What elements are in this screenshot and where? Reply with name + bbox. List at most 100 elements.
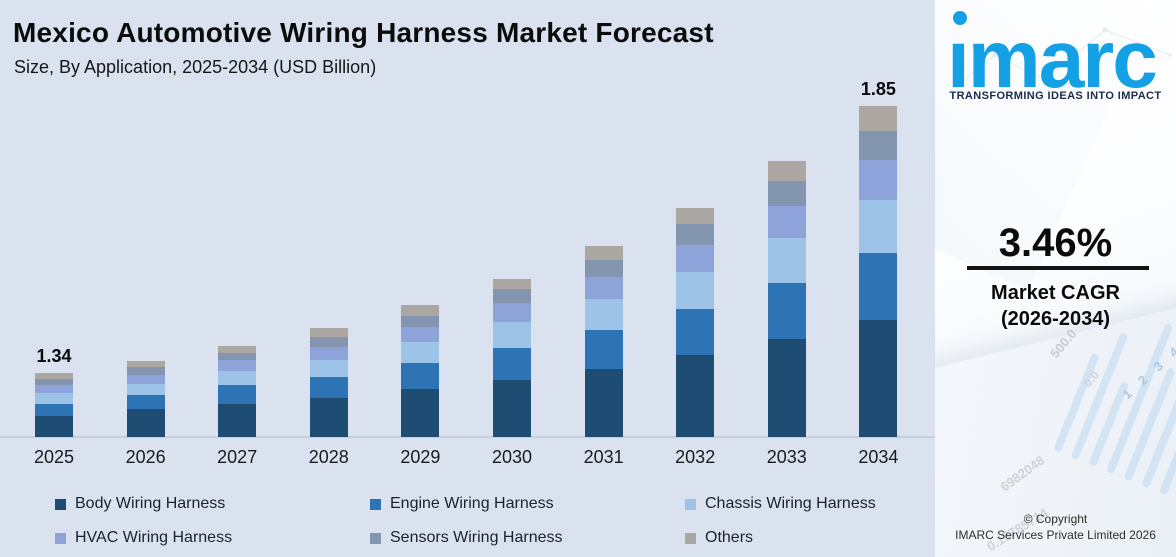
- legend-label: Body Wiring Harness: [75, 495, 226, 512]
- bar-segment-others: [493, 279, 531, 289]
- bar-segment-engine-wiring-harness: [35, 404, 73, 416]
- bar-segment-sensors-wiring-harness: [859, 131, 898, 160]
- bar-segment-chassis-wiring-harness: [126, 384, 165, 395]
- bar-segment-sensors-wiring-harness: [35, 379, 73, 385]
- bar-segment-body-wiring-harness: [218, 404, 257, 437]
- legend-swatch: [55, 498, 66, 510]
- imarc-logo: ımarc: [947, 14, 1158, 105]
- bar-segment-hvac-wiring-harness: [859, 160, 898, 200]
- bar-segment-chassis-wiring-harness: [218, 371, 257, 385]
- bar-segment-sensors-wiring-harness: [218, 353, 257, 360]
- plot-area: 1.34 1.85: [0, 79, 935, 438]
- value-label-2025: 1.34: [36, 346, 72, 366]
- cagr-label: Market CAGR: [991, 282, 1120, 304]
- x-axis-label-2027: 2027: [217, 447, 258, 467]
- legend-label: Chassis Wiring Harness: [705, 495, 876, 512]
- legend-swatch: [685, 498, 696, 510]
- bar-segment-sensors-wiring-harness: [676, 224, 715, 245]
- legend-label: Others: [705, 529, 754, 546]
- x-axis-labels: 2025 2026 2027 2028 2029 2030 2031 2032 2033 2034: [0, 447, 935, 473]
- bar-segment-others: [676, 208, 715, 224]
- bar-segment-engine-wiring-harness: [126, 395, 165, 409]
- page-subtitle: Size, By Application, 2025-2034 (USD Bil…: [14, 57, 377, 77]
- legend-swatch: [685, 532, 696, 544]
- x-axis-label-2032: 2032: [675, 447, 716, 467]
- stacked-bar-2027: [218, 346, 257, 437]
- bar-segment-body-wiring-harness: [859, 320, 898, 437]
- bar-segment-chassis-wiring-harness: [35, 393, 73, 404]
- bar-segment-others: [218, 346, 257, 353]
- legend-swatch: [370, 532, 381, 544]
- bar-segment-others: [309, 328, 348, 337]
- page-title: Mexico Automotive Wiring Harness Market …: [13, 17, 714, 48]
- bar-segment-chassis-wiring-harness: [309, 360, 348, 377]
- bar-segment-others: [767, 161, 806, 181]
- x-axis-label-2033: 2033: [766, 447, 807, 467]
- bar-segment-engine-wiring-harness: [493, 348, 531, 380]
- bar-segment-engine-wiring-harness: [859, 253, 898, 320]
- imarc-logo-dot-icon: [953, 11, 967, 25]
- bar-segment-engine-wiring-harness: [767, 283, 806, 339]
- cagr-period: (2026-2034): [1001, 308, 1110, 330]
- bar-segment-hvac-wiring-harness: [584, 277, 623, 299]
- bar-segment-sensors-wiring-harness: [493, 289, 531, 303]
- copyright-line-1: © Copyright: [1023, 512, 1088, 526]
- cagr-divider-line: [967, 266, 1149, 270]
- stacked-bar-2032: [676, 208, 715, 437]
- cagr-value: 3.46%: [998, 221, 1113, 265]
- stacked-bar-2031: [584, 246, 623, 437]
- bar-segment-hvac-wiring-harness: [676, 245, 715, 272]
- bar-segment-body-wiring-harness: [676, 355, 715, 437]
- bar-segment-chassis-wiring-harness: [401, 342, 440, 363]
- imarc-tagline: TRANSFORMING IDEAS INTO IMPACT: [949, 90, 1162, 102]
- bar-segment-body-wiring-harness: [126, 409, 165, 437]
- bar-segment-others: [35, 373, 73, 379]
- x-axis-label-2025: 2025: [33, 447, 75, 467]
- stacked-bar-2025: [35, 373, 73, 437]
- stacked-bar-2029: [401, 305, 440, 437]
- bar-segment-hvac-wiring-harness: [401, 327, 440, 342]
- x-axis-label-2030: 2030: [491, 447, 533, 467]
- legend-label: HVAC Wiring Harness: [75, 529, 233, 546]
- brand-panel: 500.0 0.0 1 2 3 4 6982048 0.15785714 ıma…: [935, 0, 1176, 557]
- bar-segment-body-wiring-harness: [401, 389, 440, 437]
- legend-item-sensors-wiring-harness: Sensors Wiring Harness: [370, 529, 563, 547]
- bar-segment-hvac-wiring-harness: [218, 360, 257, 371]
- legend-item-engine-wiring-harness: Engine Wiring Harness: [370, 495, 554, 513]
- bar-segment-chassis-wiring-harness: [676, 272, 715, 309]
- bar-segment-engine-wiring-harness: [309, 377, 348, 398]
- bar-segment-sensors-wiring-harness: [584, 260, 623, 277]
- value-label-2034: 1.85: [860, 79, 896, 99]
- bar-segment-others: [401, 305, 440, 316]
- bar-segment-sensors-wiring-harness: [401, 316, 440, 327]
- bar-segment-others: [859, 106, 898, 131]
- bar-segment-hvac-wiring-harness: [493, 303, 531, 322]
- bar-segment-engine-wiring-harness: [218, 385, 257, 404]
- x-axis-label-2028: 2028: [308, 447, 349, 467]
- x-axis-line: [0, 436, 935, 438]
- copyright-line-2: IMARC Services Private Limited 2026: [955, 528, 1156, 542]
- bar-segment-chassis-wiring-harness: [859, 200, 898, 253]
- bar-segment-others: [126, 361, 165, 367]
- legend-swatch: [370, 498, 381, 510]
- bar-segment-engine-wiring-harness: [584, 330, 623, 369]
- bar-segment-hvac-wiring-harness: [767, 206, 806, 238]
- bar-segment-hvac-wiring-harness: [309, 347, 348, 360]
- stacked-bar-2033: [767, 161, 806, 437]
- legend-label: Engine Wiring Harness: [390, 495, 554, 512]
- bar-segment-engine-wiring-harness: [676, 309, 715, 355]
- chart-section: Mexico Automotive Wiring Harness Market …: [0, 17, 935, 547]
- bar-segment-engine-wiring-harness: [401, 363, 440, 389]
- network-pattern-decoration: [944, 27, 1172, 96]
- bar-segment-body-wiring-harness: [493, 380, 531, 437]
- bar-segment-hvac-wiring-harness: [35, 385, 73, 393]
- legend-item-hvac-wiring-harness: HVAC Wiring Harness: [55, 529, 232, 547]
- legend-item-body-wiring-harness: Body Wiring Harness: [55, 495, 225, 513]
- bar-segment-body-wiring-harness: [35, 416, 73, 437]
- bar-segment-hvac-wiring-harness: [126, 375, 165, 384]
- bar-segment-sensors-wiring-harness: [767, 181, 806, 206]
- x-axis-label-2029: 2029: [400, 447, 441, 467]
- bar-segment-chassis-wiring-harness: [493, 322, 531, 348]
- bar-segment-sensors-wiring-harness: [126, 367, 165, 375]
